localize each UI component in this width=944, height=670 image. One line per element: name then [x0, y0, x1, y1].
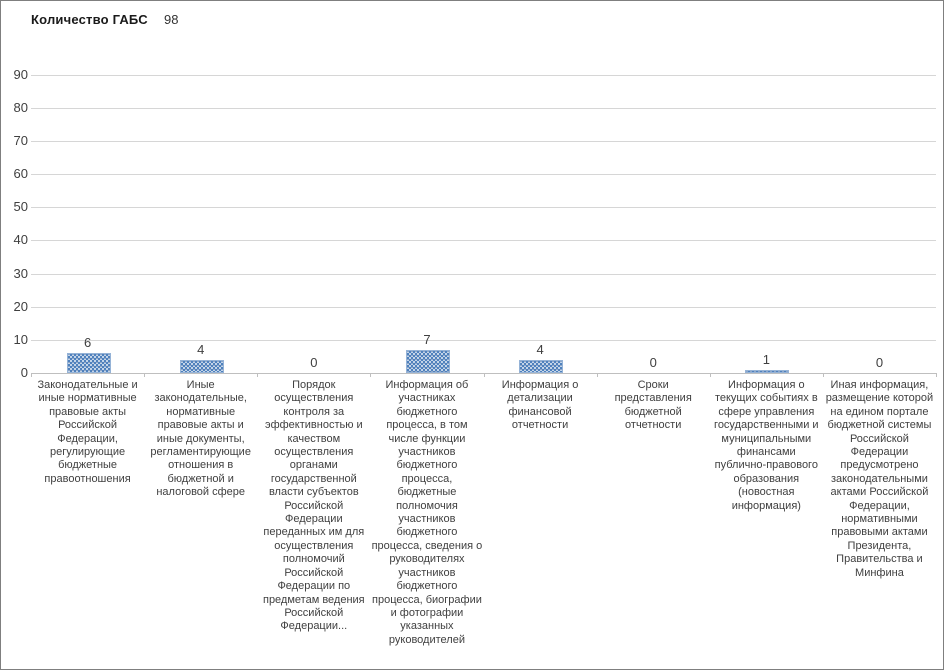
- category-label: Законодательные и иные нормативные право…: [37, 379, 138, 485]
- category-axis-tick: [710, 373, 711, 377]
- bar: [405, 350, 450, 373]
- gridline-30: [31, 273, 936, 275]
- gridline-80: [31, 107, 936, 109]
- bar-value-label: 0: [310, 355, 318, 370]
- x-axis-line: [31, 373, 936, 374]
- category-label: Иные законодательные, нормативные правов…: [150, 379, 251, 499]
- category-label: Информация о детализации финансовой отче…: [501, 379, 579, 432]
- chart-title: Количество ГАБС: [31, 12, 148, 27]
- gridline-60: [31, 174, 936, 176]
- category-label: Сроки представления бюджетной отчетности: [614, 379, 692, 432]
- category-axis-tick: [257, 373, 258, 377]
- category-axis-tick: [597, 373, 598, 377]
- category-label: Информация об участниках бюджетного проц…: [371, 379, 483, 646]
- gridline-50: [31, 207, 936, 209]
- gridline-20: [31, 306, 936, 308]
- bar: [66, 353, 111, 373]
- gridline-90: [31, 74, 936, 76]
- y-tick-label: 90: [13, 66, 28, 82]
- plot-area: [31, 58, 936, 374]
- bar-value-label: 4: [197, 341, 205, 357]
- category-axis-tick: [31, 373, 32, 377]
- y-tick-label: 50: [13, 199, 28, 215]
- bar: [179, 360, 224, 373]
- y-tick-label: 10: [13, 331, 28, 347]
- category-axis-tick: [144, 373, 145, 377]
- category-label: Порядок осуществления контроля за эффект…: [262, 379, 365, 633]
- bar-value-label: 4: [536, 341, 544, 357]
- bar-value-label: 6: [83, 335, 92, 351]
- bar-value-label: 1: [762, 351, 770, 367]
- y-tick-label: 70: [13, 132, 28, 148]
- bar-value-label: 0: [649, 355, 657, 370]
- y-tick-label: 20: [13, 298, 28, 314]
- gridline-10: [31, 339, 936, 341]
- chart-title-value: 98: [164, 12, 179, 27]
- category-axis-tick: [484, 373, 485, 377]
- category-axis-tick: [823, 373, 824, 377]
- y-tick-label: 80: [13, 99, 28, 115]
- bar-value-label: 0: [875, 355, 884, 370]
- category-axis-tick: [936, 373, 937, 377]
- bar: [519, 360, 564, 373]
- y-tick-label: 60: [13, 166, 28, 182]
- category-label: Иная информация, размещение которой на е…: [825, 379, 934, 579]
- y-tick-label: 40: [13, 232, 28, 248]
- gridline-70: [31, 140, 936, 142]
- y-tick-label: 0: [20, 365, 28, 380]
- bar-value-label: 7: [423, 331, 431, 347]
- category-axis-tick: [370, 373, 371, 377]
- category-label: Информация о текущих событиях в сфере уп…: [714, 379, 819, 512]
- gridline-40: [31, 240, 936, 242]
- bar: [745, 370, 790, 373]
- y-tick-label: 30: [13, 265, 28, 281]
